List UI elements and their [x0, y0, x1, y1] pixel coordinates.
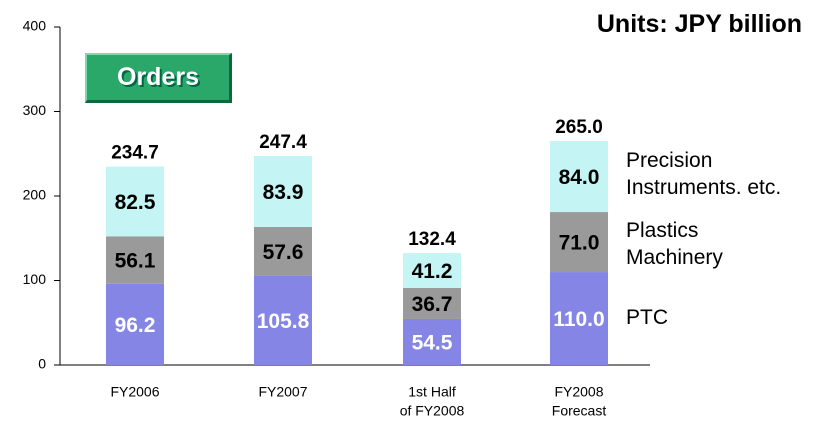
y-tick-label: 100: [23, 271, 47, 287]
legend-entry: Precision Instruments. etc.: [626, 149, 782, 199]
bar-segment: [550, 272, 608, 365]
bar-segment: [254, 226, 312, 276]
value-label: 105.8: [257, 310, 310, 333]
value-label: 56.1: [115, 250, 156, 273]
value-label: 36.7: [412, 293, 453, 316]
value-label: 57.6: [263, 241, 304, 264]
total-label: 265.0: [555, 117, 603, 138]
bar-segment: [106, 236, 164, 284]
bar-segment: [254, 275, 312, 365]
bar-segment: [106, 283, 164, 365]
bar-segment: [403, 287, 461, 319]
bar-segment: [254, 156, 312, 227]
y-tick-label: 300: [23, 102, 47, 118]
legend-entry: Plastics Machinery: [626, 219, 723, 269]
value-label: 110.0: [553, 308, 604, 331]
bar-segment: [403, 253, 461, 288]
y-tick-label: 0: [38, 356, 46, 372]
value-label: 71.0: [559, 232, 600, 255]
y-tick-label: 200: [23, 187, 47, 203]
value-label: 96.2: [115, 314, 156, 337]
value-label: 54.5: [412, 332, 453, 355]
total-label: 132.4: [408, 229, 456, 250]
x-tick-label: of FY2008: [400, 403, 465, 419]
x-tick-label: FY2008: [554, 384, 603, 400]
bar-segment: [550, 141, 608, 213]
value-label: 83.9: [263, 181, 304, 204]
value-label: 82.5: [115, 191, 156, 214]
bar-segment: [550, 212, 608, 273]
value-label: 41.2: [412, 260, 453, 283]
chart-title: Units: JPY billion: [596, 10, 802, 38]
bar-segment: [403, 318, 461, 365]
x-tick-label: Forecast: [552, 403, 607, 419]
total-label: 234.7: [111, 143, 159, 164]
x-tick-label: 1st Half: [408, 384, 456, 400]
total-label: 247.4: [259, 132, 307, 153]
value-label: 84.0: [559, 166, 600, 189]
y-tick-label: 400: [23, 18, 47, 34]
legend-entry: PTC: [626, 306, 668, 329]
x-tick-label: FY2006: [110, 384, 159, 400]
annotation: Orders: [85, 53, 232, 103]
x-tick-label: FY2007: [258, 384, 307, 400]
bar-segment: [106, 166, 164, 237]
